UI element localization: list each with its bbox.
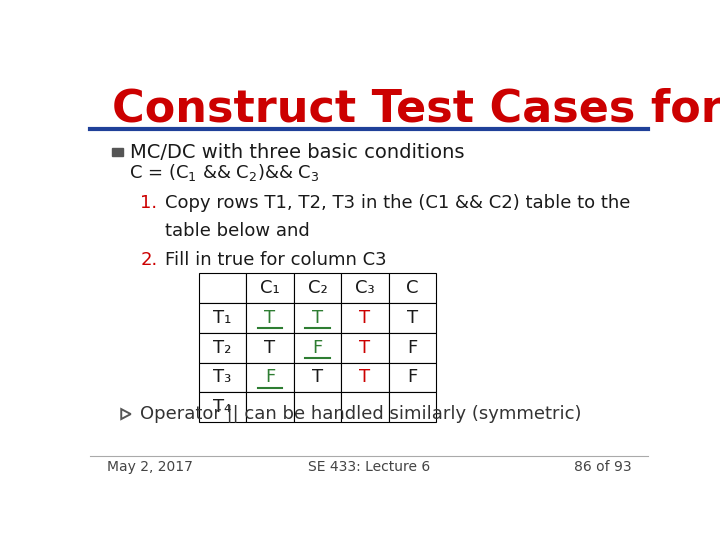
Text: C: C xyxy=(406,279,418,296)
Bar xyxy=(294,333,341,362)
Text: 86 of 93: 86 of 93 xyxy=(574,460,631,474)
Text: F: F xyxy=(312,339,323,356)
Text: T₂: T₂ xyxy=(213,339,232,356)
Text: T: T xyxy=(359,308,370,327)
Text: T: T xyxy=(312,308,323,327)
Bar xyxy=(246,273,294,302)
Bar xyxy=(246,302,294,333)
Bar xyxy=(112,148,124,156)
Bar xyxy=(341,302,389,333)
Text: T: T xyxy=(359,368,370,387)
Bar xyxy=(389,362,436,393)
Text: T: T xyxy=(264,308,276,327)
Text: MC/DC with three basic conditions: MC/DC with three basic conditions xyxy=(130,143,464,161)
Text: Operator || can be handled similarly (symmetric): Operator || can be handled similarly (sy… xyxy=(140,405,582,423)
Text: T: T xyxy=(264,339,276,356)
Polygon shape xyxy=(121,409,131,419)
Bar xyxy=(389,273,436,302)
Bar xyxy=(389,393,436,422)
Bar xyxy=(294,393,341,422)
Text: F: F xyxy=(265,368,275,387)
Text: Fill in true for column C3: Fill in true for column C3 xyxy=(166,251,387,269)
Bar xyxy=(341,393,389,422)
Text: T₄: T₄ xyxy=(213,399,232,416)
Text: 2.: 2. xyxy=(140,251,158,269)
Text: 1.: 1. xyxy=(140,194,158,212)
Bar xyxy=(199,333,246,362)
Bar xyxy=(246,362,294,393)
Bar xyxy=(389,333,436,362)
Text: C₂: C₂ xyxy=(307,279,328,296)
Text: SE 433: Lecture 6: SE 433: Lecture 6 xyxy=(308,460,430,474)
Text: Copy rows T1, T2, T3 in the (C1 && C2) table to the: Copy rows T1, T2, T3 in the (C1 && C2) t… xyxy=(166,194,631,212)
Bar xyxy=(246,393,294,422)
Text: C₁: C₁ xyxy=(260,279,280,296)
Bar xyxy=(389,302,436,333)
Text: C₃: C₃ xyxy=(355,279,374,296)
Bar xyxy=(294,273,341,302)
Bar xyxy=(341,273,389,302)
Text: T: T xyxy=(359,339,370,356)
Text: May 2, 2017: May 2, 2017 xyxy=(107,460,193,474)
Bar xyxy=(294,302,341,333)
Text: C = (C$_1$ && C$_2$)&& C$_3$: C = (C$_1$ && C$_2$)&& C$_3$ xyxy=(129,163,320,184)
Bar xyxy=(341,362,389,393)
Text: Construct Test Cases for MC/DC: Construct Test Cases for MC/DC xyxy=(112,87,720,131)
Bar xyxy=(199,273,246,302)
Bar xyxy=(199,302,246,333)
Text: F: F xyxy=(407,368,418,387)
Text: T: T xyxy=(312,368,323,387)
Bar xyxy=(199,393,246,422)
Bar xyxy=(246,333,294,362)
Text: T: T xyxy=(407,308,418,327)
Bar xyxy=(294,362,341,393)
Text: F: F xyxy=(407,339,418,356)
Text: T₁: T₁ xyxy=(213,308,232,327)
Bar xyxy=(199,362,246,393)
Bar xyxy=(341,333,389,362)
Text: table below and: table below and xyxy=(166,222,310,240)
Text: T₃: T₃ xyxy=(213,368,232,387)
